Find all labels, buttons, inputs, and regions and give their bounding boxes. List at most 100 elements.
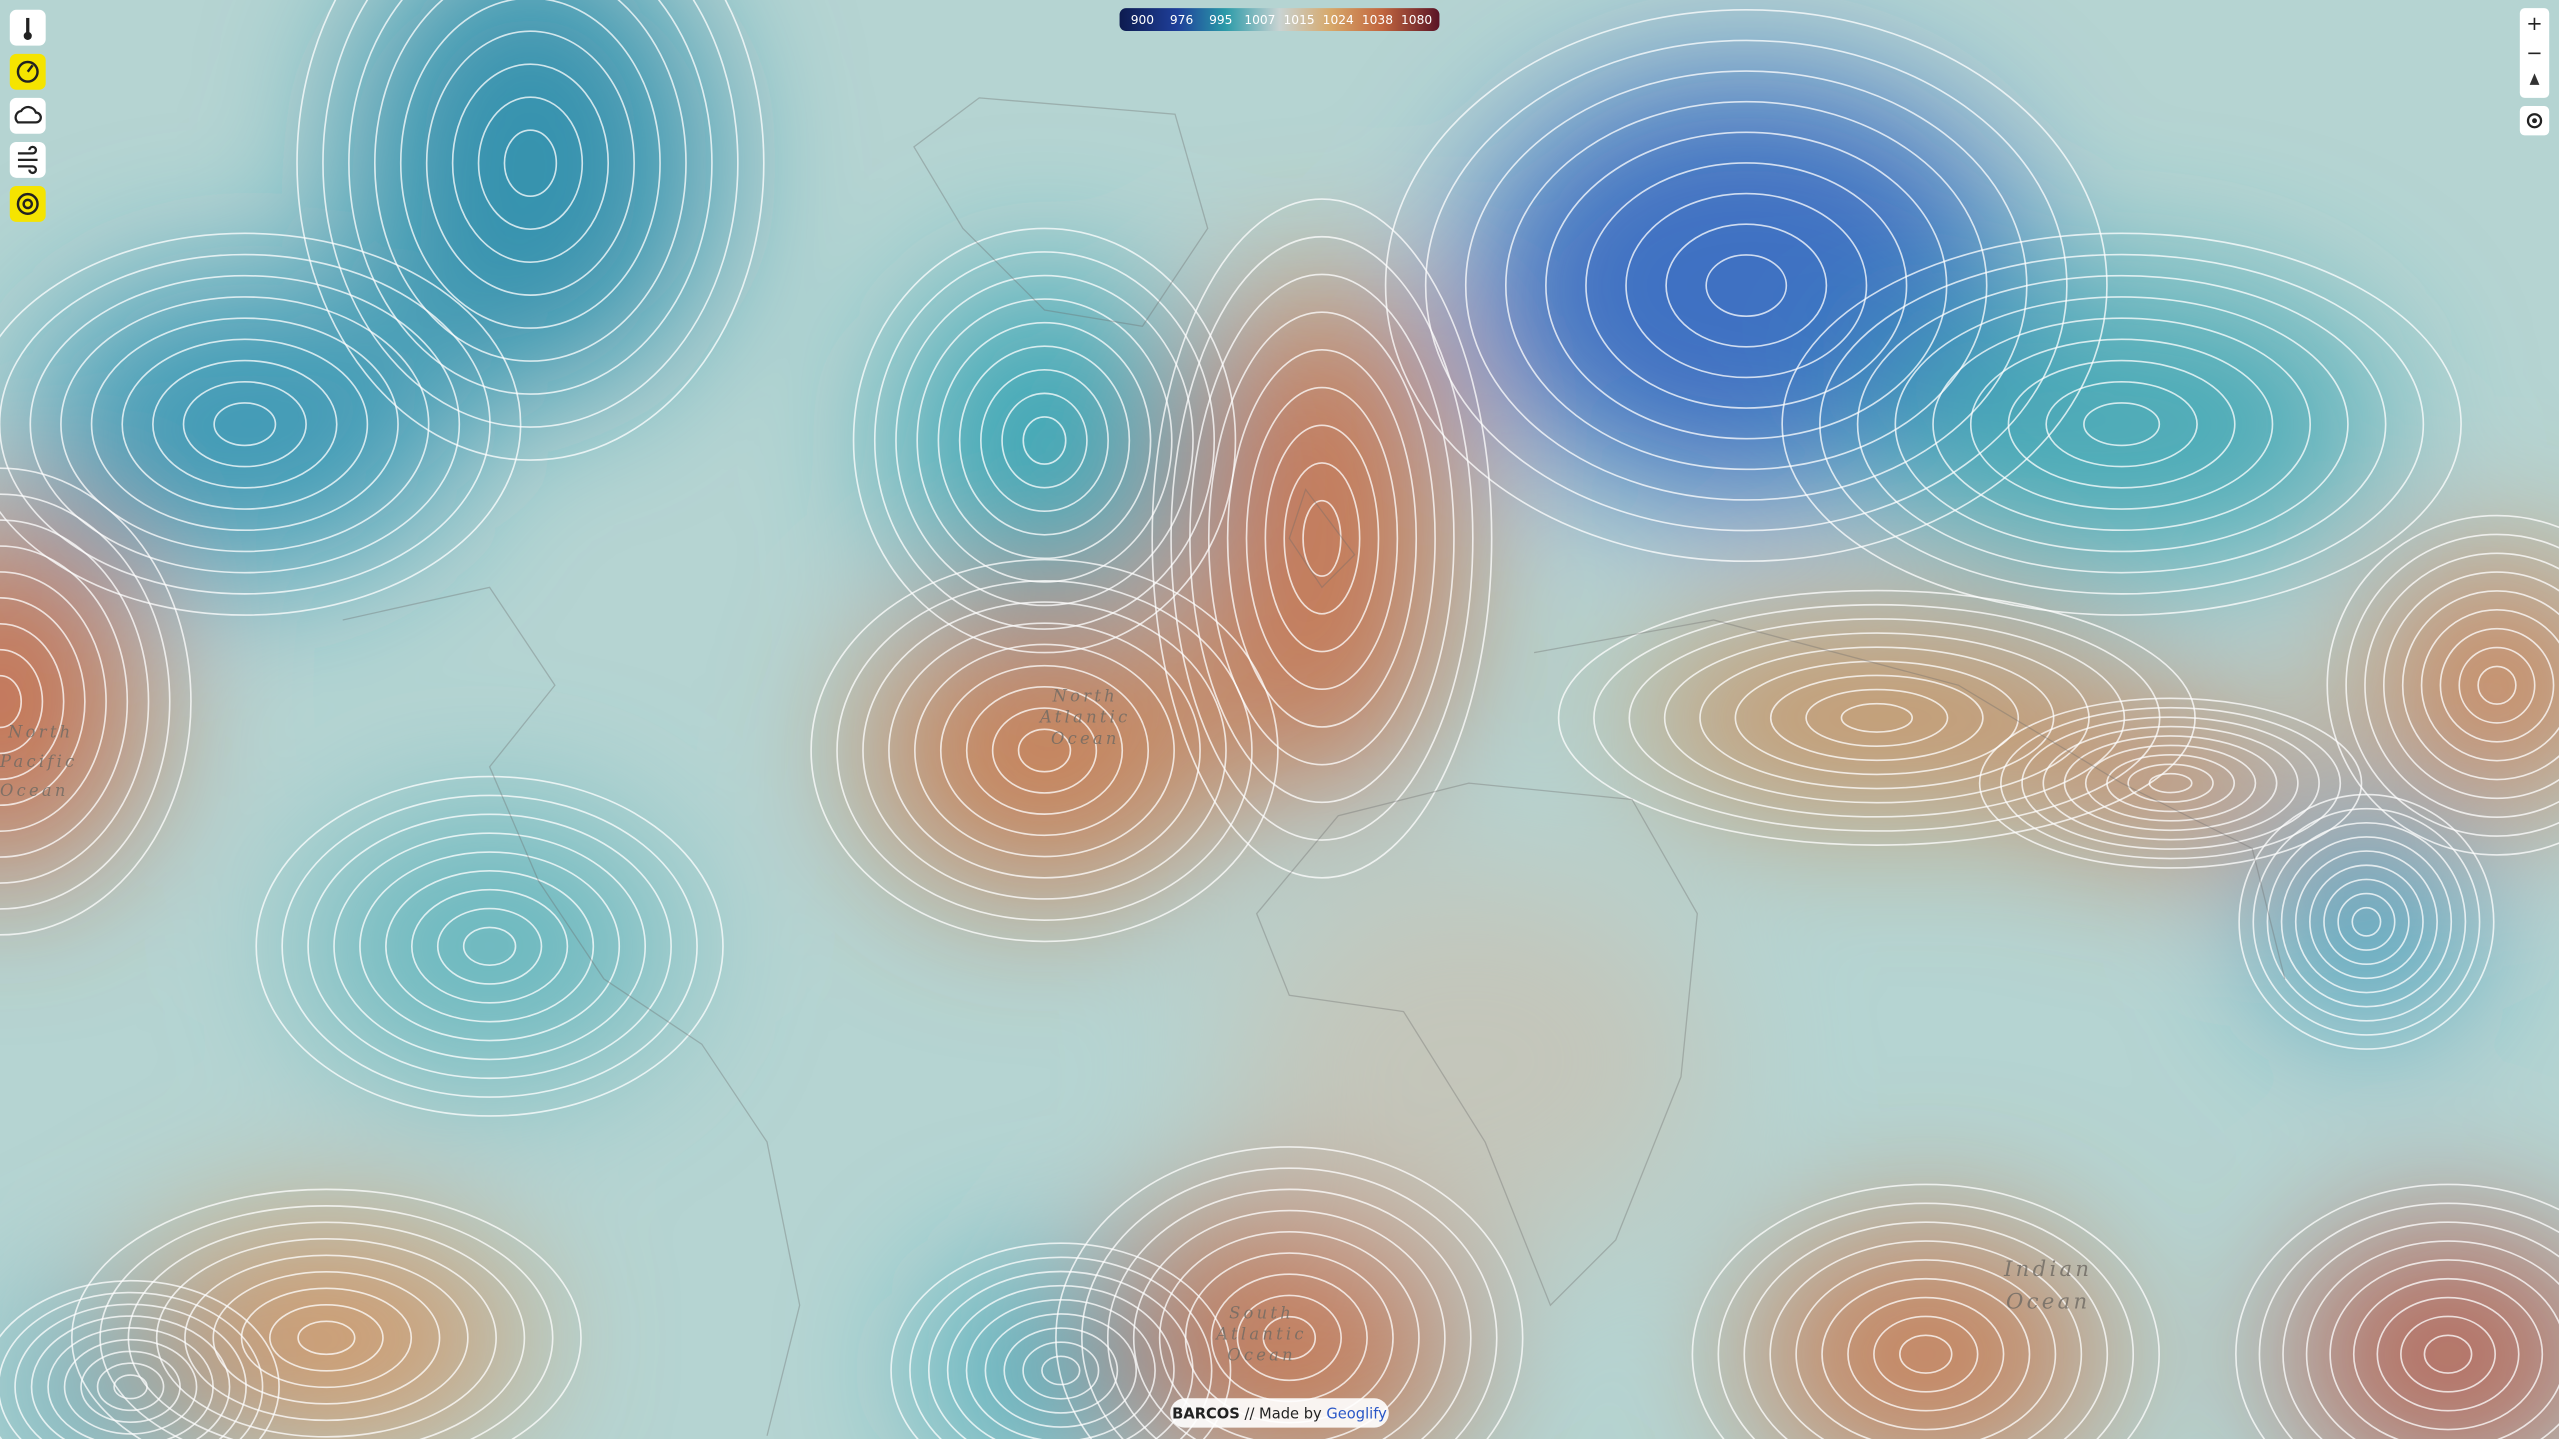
- isobar: [96, 1362, 165, 1412]
- layer-toolbar: [9, 9, 46, 222]
- pressure-area: [1746, 1223, 2106, 1439]
- legend-label: 900: [1131, 13, 1154, 27]
- zoom-controls: + −: [2519, 8, 2550, 136]
- isobar: [1081, 1167, 1498, 1439]
- isobar: [503, 129, 558, 197]
- pressure-area: [1191, 277, 1453, 800]
- isobar: [1628, 618, 2126, 818]
- isobar: [155, 1238, 497, 1438]
- pressure-button[interactable]: [9, 53, 46, 90]
- isobar: [1894, 296, 2349, 553]
- isobar: [2235, 1183, 2559, 1439]
- temperature-button[interactable]: [9, 9, 46, 46]
- isobar: [1969, 338, 2274, 510]
- isobar: [1821, 1277, 2031, 1431]
- isobar: [0, 232, 522, 616]
- isobar: [182, 380, 307, 468]
- isobar: [2148, 772, 2193, 794]
- geoglify-link[interactable]: Geoglify: [1326, 1406, 1387, 1423]
- isobar: [1856, 274, 2387, 574]
- isobar: [2083, 402, 2161, 447]
- isobar: [1847, 1296, 2005, 1412]
- isobar: [1022, 416, 1067, 465]
- isobar: [1262, 1315, 1317, 1360]
- isobar: [836, 580, 1253, 921]
- isobar: [937, 321, 1152, 560]
- isobar: [2084, 744, 2257, 822]
- isobar: [296, 0, 765, 461]
- isobar: [2352, 1277, 2544, 1431]
- isobar: [0, 545, 129, 858]
- isobar: [71, 1188, 582, 1439]
- label-line: South: [1229, 1303, 1294, 1322]
- isobar: [1504, 100, 1988, 471]
- isobar: [2252, 807, 2481, 1036]
- isobar: [909, 1256, 1213, 1439]
- isobar: [2007, 359, 2236, 489]
- isobar: [1207, 311, 1436, 766]
- legend-label: 1015: [1284, 13, 1315, 27]
- isobar: [852, 227, 1237, 654]
- pressure-area: [1632, 619, 2122, 816]
- isobar: [1663, 632, 2090, 804]
- storms-button[interactable]: [9, 185, 46, 222]
- isobar: [2351, 906, 2382, 937]
- isobar: [2383, 571, 2559, 800]
- attribution-text: BARCOS // Made by Geoglify: [1172, 1406, 1387, 1423]
- locate-icon: [2526, 113, 2543, 129]
- isobar: [991, 707, 1098, 794]
- coastlines: [342, 97, 2286, 1436]
- pressure-area: [310, 815, 670, 1077]
- isobar: [2401, 590, 2559, 781]
- isobar: [1158, 1231, 1420, 1439]
- isobar: [90, 317, 399, 532]
- isobar: [425, 30, 635, 296]
- isobar: [1795, 1259, 2057, 1439]
- pressure-area: [2268, 823, 2465, 1020]
- isobar: [1978, 697, 2363, 869]
- label-line: Ocean: [1227, 1346, 1296, 1365]
- isobar: [0, 493, 171, 910]
- isobar: [1585, 162, 1908, 409]
- isobar: [29, 274, 461, 574]
- separator: // Made by: [1245, 1406, 1323, 1423]
- isobar: [477, 96, 584, 230]
- zoom-out[interactable]: −: [2526, 41, 2542, 64]
- isobar: [1932, 317, 2312, 532]
- isobar: [374, 0, 687, 362]
- label-line: North: [1052, 687, 1118, 706]
- isobar: [307, 813, 672, 1080]
- ocean-label: South Atlantic Ocean: [1214, 1303, 1306, 1364]
- isobar: [1236, 1294, 1342, 1382]
- isobar: [2423, 1334, 2473, 1374]
- isobar: [399, 0, 661, 329]
- isobar: [965, 686, 1124, 815]
- pressure-area: [2366, 554, 2559, 816]
- isobar: [873, 251, 1216, 630]
- isobar: [0, 1279, 280, 1439]
- isobar: [1819, 253, 2425, 595]
- isobar: [60, 296, 430, 553]
- isobar: [121, 338, 369, 510]
- isobar: [410, 888, 569, 1004]
- isobar: [862, 601, 1227, 900]
- isobar: [890, 1242, 1232, 1439]
- pressure-area: [32, 277, 457, 572]
- isobar: [451, 63, 610, 263]
- isobar: [255, 775, 724, 1117]
- compass[interactable]: [2529, 73, 2540, 85]
- isobar: [810, 558, 1279, 943]
- isobar: [0, 253, 491, 595]
- clouds-button[interactable]: [9, 97, 46, 134]
- zoom-panel: [2519, 8, 2550, 98]
- isobar: [2364, 552, 2559, 818]
- isobar: [436, 907, 543, 985]
- isobar: [348, 0, 713, 395]
- isobar: [1245, 386, 1399, 691]
- isobar: [916, 298, 1173, 583]
- zoom-in[interactable]: +: [2526, 12, 2542, 35]
- label-line: North: [7, 722, 73, 741]
- wind-button[interactable]: [9, 141, 46, 178]
- isobar: [333, 832, 647, 1061]
- isobar: [2282, 1221, 2559, 1439]
